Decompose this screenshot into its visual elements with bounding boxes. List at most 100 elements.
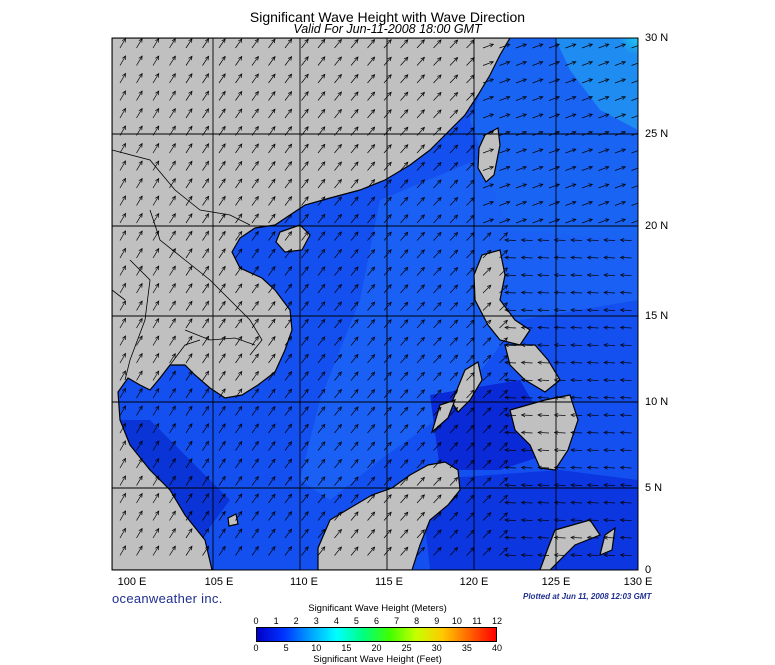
wave-arrowhead bbox=[171, 248, 176, 253]
wave-arrow bbox=[301, 39, 309, 49]
wave-arrowhead bbox=[403, 336, 409, 342]
wave-arrowhead bbox=[370, 231, 376, 237]
wave-arrow bbox=[334, 354, 342, 364]
wave-arrow bbox=[119, 90, 126, 101]
wave-arrow bbox=[152, 318, 160, 329]
wave-arrow bbox=[449, 529, 458, 539]
wave-arrow bbox=[570, 467, 583, 469]
wave-arrow bbox=[268, 248, 276, 259]
wave-arrow bbox=[548, 183, 560, 189]
wave-arrowhead bbox=[321, 283, 326, 289]
wave-arrowhead bbox=[188, 283, 193, 288]
wave-arrow bbox=[614, 166, 626, 171]
wave-arrowhead bbox=[171, 90, 176, 96]
wave-arrow bbox=[570, 327, 583, 329]
wave-arrow bbox=[119, 195, 126, 206]
wave-arrow bbox=[515, 166, 527, 171]
wave-arrow bbox=[235, 231, 243, 241]
wave-arrow bbox=[268, 546, 276, 556]
wave-arrow bbox=[251, 73, 259, 84]
wave-arrowhead bbox=[238, 195, 243, 201]
wave-arrowhead bbox=[155, 475, 160, 481]
wave-arrowhead bbox=[619, 465, 625, 470]
wave-arrow bbox=[383, 284, 392, 294]
wave-arrowhead bbox=[254, 423, 259, 429]
wave-arrow bbox=[449, 39, 458, 49]
wave-arrow bbox=[400, 74, 409, 84]
wave-arrowhead bbox=[505, 95, 511, 100]
wave-arrow bbox=[136, 213, 143, 224]
wave-arrowhead bbox=[370, 73, 376, 79]
wave-arrow bbox=[537, 537, 550, 539]
wave-arrow bbox=[515, 61, 527, 66]
wave-arrowhead bbox=[204, 230, 210, 236]
wave-arrowhead bbox=[503, 249, 508, 255]
wave-arrow bbox=[218, 406, 226, 416]
wave-arrowhead bbox=[221, 283, 226, 288]
wave-arrowhead bbox=[555, 200, 561, 205]
wave-arrow bbox=[152, 335, 160, 346]
wave-arrowhead bbox=[619, 535, 625, 540]
wave-arrow bbox=[532, 183, 543, 189]
wave-arrow bbox=[521, 414, 533, 416]
wave-arrowhead bbox=[537, 325, 542, 330]
wave-arrowhead bbox=[337, 126, 342, 131]
wave-arrowhead bbox=[171, 230, 176, 236]
wave-arrow bbox=[537, 397, 550, 399]
wave-arrow bbox=[499, 407, 508, 416]
wave-arrow bbox=[268, 353, 276, 364]
wave-arrow bbox=[466, 39, 475, 49]
wave-arrow bbox=[537, 467, 550, 469]
wave-arrowhead bbox=[370, 441, 376, 447]
wave-arrowhead bbox=[453, 144, 459, 149]
wave-arrow bbox=[598, 61, 609, 66]
wave-arrow bbox=[218, 38, 226, 49]
wave-arrow bbox=[268, 458, 276, 469]
wave-arrowhead bbox=[420, 529, 425, 534]
wave-arrow bbox=[581, 148, 593, 154]
wave-arrow bbox=[504, 554, 517, 556]
wave-arrow bbox=[169, 56, 176, 66]
wave-arrowhead bbox=[387, 266, 392, 272]
wave-arrow bbox=[499, 442, 508, 451]
wave-arrowhead bbox=[503, 529, 508, 535]
wave-arrowhead bbox=[603, 448, 608, 453]
wave-arrowhead bbox=[254, 178, 259, 184]
wave-arrow bbox=[449, 354, 458, 364]
wave-arrowhead bbox=[522, 148, 528, 153]
feet-tick: 20 bbox=[371, 643, 382, 653]
wave-arrow bbox=[251, 266, 259, 276]
wave-arrowhead bbox=[538, 218, 544, 223]
wave-arrow bbox=[570, 519, 583, 521]
wave-arrow bbox=[152, 493, 160, 504]
wave-arrowhead bbox=[321, 458, 326, 464]
wave-arrow bbox=[620, 274, 632, 276]
wave-arrowhead bbox=[586, 308, 592, 313]
wave-arrowhead bbox=[287, 301, 293, 306]
wave-arrow bbox=[504, 309, 517, 311]
wave-arrow bbox=[185, 493, 193, 504]
wave-arrowhead bbox=[287, 196, 293, 201]
wave-arrowhead bbox=[337, 318, 342, 324]
wave-arrowhead bbox=[520, 325, 526, 330]
wave-arrowhead bbox=[505, 113, 511, 118]
wave-arrowhead bbox=[138, 247, 143, 253]
wave-arrow bbox=[169, 248, 176, 259]
wave-arrow bbox=[185, 38, 193, 49]
wave-arrow bbox=[202, 458, 209, 469]
wave-arrowhead bbox=[271, 423, 276, 429]
wave-arrowhead bbox=[403, 511, 409, 517]
wave-arrowhead bbox=[238, 178, 243, 183]
wave-arrow bbox=[416, 179, 425, 189]
wave-arrow bbox=[367, 371, 375, 381]
wave-arrow bbox=[433, 144, 442, 154]
wave-arrowhead bbox=[504, 430, 509, 435]
wave-arrow bbox=[350, 546, 359, 556]
wave-arrowhead bbox=[221, 493, 226, 498]
chart-title: Significant Wave Height with Wave Direct… bbox=[249, 9, 526, 25]
wave-arrowhead bbox=[619, 290, 625, 295]
wave-arrowhead bbox=[520, 430, 526, 435]
lon-label-120e: 120 E bbox=[459, 576, 489, 588]
wave-arrow bbox=[284, 91, 292, 101]
wave-arrowhead bbox=[171, 353, 176, 358]
